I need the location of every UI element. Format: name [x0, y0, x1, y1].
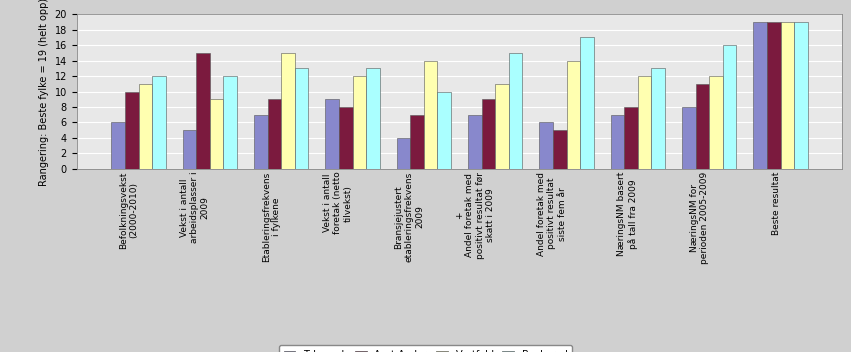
Bar	[580, 37, 594, 169]
Bar	[495, 84, 509, 169]
Bar	[611, 115, 625, 169]
Bar	[339, 107, 352, 169]
Y-axis label: Rangering: Beste fylke = 19 (helt opp): Rangering: Beste fylke = 19 (helt opp)	[39, 0, 49, 186]
Bar	[111, 122, 125, 169]
Bar	[709, 76, 722, 169]
Bar	[183, 130, 197, 169]
Bar	[397, 138, 410, 169]
Bar	[625, 107, 638, 169]
Legend: Telemark, Aust-Agder, Vestfold, Buskerud: Telemark, Aust-Agder, Vestfold, Buskerud	[278, 345, 573, 352]
Bar	[567, 61, 580, 169]
Bar	[794, 22, 808, 169]
Bar	[722, 45, 736, 169]
Bar	[468, 115, 482, 169]
Bar	[366, 68, 380, 169]
Bar	[780, 22, 794, 169]
Bar	[652, 68, 665, 169]
Bar	[267, 99, 281, 169]
Bar	[281, 53, 294, 169]
Bar	[139, 84, 152, 169]
Bar	[152, 76, 166, 169]
Bar	[437, 92, 451, 169]
Bar	[294, 68, 308, 169]
Bar	[683, 107, 695, 169]
Bar	[509, 53, 523, 169]
Bar	[125, 92, 139, 169]
Bar	[325, 99, 339, 169]
Bar	[197, 53, 210, 169]
Bar	[695, 84, 709, 169]
Bar	[424, 61, 437, 169]
Bar	[254, 115, 267, 169]
Bar	[540, 122, 553, 169]
Bar	[210, 99, 224, 169]
Bar	[224, 76, 237, 169]
Bar	[638, 76, 652, 169]
Bar	[410, 115, 424, 169]
Bar	[553, 130, 567, 169]
Bar	[352, 76, 366, 169]
Bar	[767, 22, 780, 169]
Bar	[753, 22, 767, 169]
Bar	[482, 99, 495, 169]
